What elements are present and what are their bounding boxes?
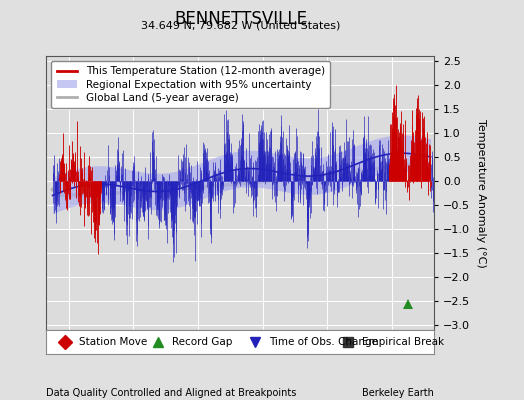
Text: Empirical Break: Empirical Break (362, 337, 444, 347)
Text: Berkeley Earth: Berkeley Earth (362, 388, 434, 398)
Text: BENNETTSVILLE: BENNETTSVILLE (174, 10, 308, 28)
Text: Data Quality Controlled and Aligned at Breakpoints: Data Quality Controlled and Aligned at B… (46, 388, 297, 398)
Text: 34.649 N, 79.682 W (United States): 34.649 N, 79.682 W (United States) (141, 20, 341, 30)
Text: Time of Obs. Change: Time of Obs. Change (269, 337, 378, 347)
Text: Station Move: Station Move (79, 337, 147, 347)
Legend: This Temperature Station (12-month average), Regional Expectation with 95% uncer: This Temperature Station (12-month avera… (51, 61, 330, 108)
Text: Record Gap: Record Gap (172, 337, 233, 347)
Y-axis label: Temperature Anomaly (°C): Temperature Anomaly (°C) (476, 119, 486, 267)
